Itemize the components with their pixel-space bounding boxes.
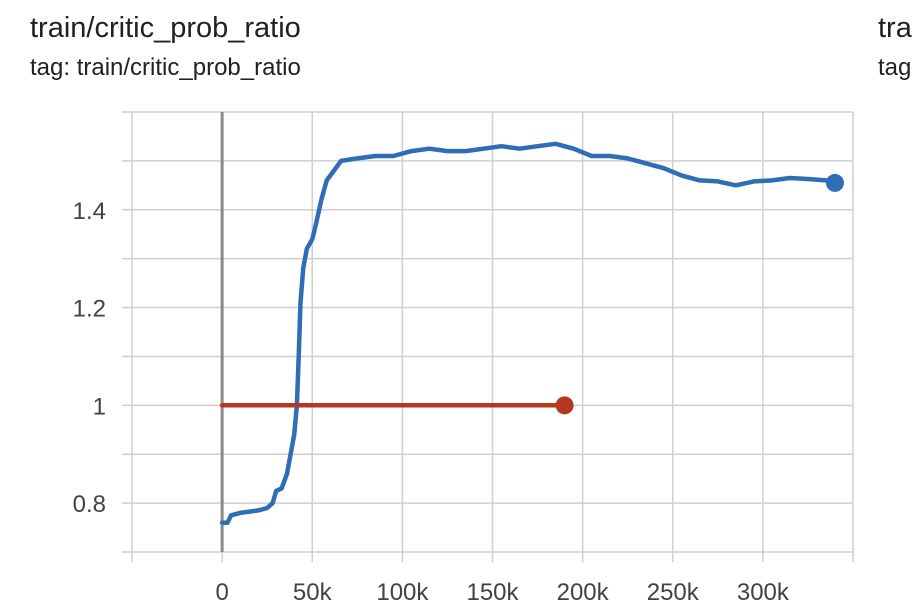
- x-tick-label: 50k: [293, 579, 333, 606]
- y-tick-label: 1.2: [73, 296, 106, 323]
- chart-series: [219, 141, 844, 525]
- next-chart-tag: tag: [878, 54, 912, 81]
- y-tick-label: 0.8: [73, 491, 106, 518]
- series-line-0: [219, 141, 838, 525]
- x-tick-label: 0: [215, 579, 228, 606]
- y-tick-label: 1: [93, 393, 106, 420]
- series-end-marker-0: [825, 173, 844, 192]
- chart-grid: [122, 111, 854, 562]
- chart-tick-labels: 0.8 1 1.2 1.4 0 50k 100k 150k 200k 250k 300k: [73, 198, 790, 606]
- chart-tag: tag: train/critic_prob_ratio: [30, 54, 301, 81]
- next-chart-title: tra: [878, 12, 912, 44]
- x-tick-label: 150k: [466, 579, 519, 606]
- x-tick-label: 100k: [376, 579, 429, 606]
- x-tick-label: 200k: [557, 579, 610, 606]
- x-tick-label: 250k: [647, 579, 700, 606]
- series-end-marker-1: [555, 396, 574, 415]
- x-tick-label: 300k: [737, 579, 790, 606]
- chart-title: train/critic_prob_ratio: [30, 12, 301, 44]
- y-tick-label: 1.4: [73, 198, 106, 225]
